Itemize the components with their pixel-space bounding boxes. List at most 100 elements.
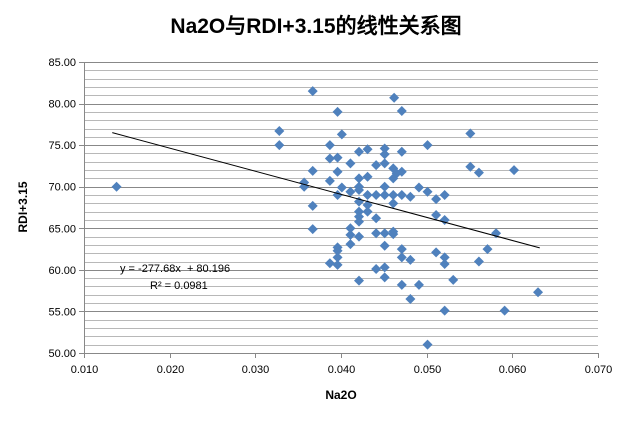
data-point <box>533 287 544 298</box>
data-point <box>345 186 356 197</box>
data-point <box>307 200 318 211</box>
data-point <box>431 209 442 220</box>
data-point <box>307 224 318 235</box>
x-tick-label: 0.010 <box>71 364 99 376</box>
data-point <box>405 254 416 265</box>
data-point <box>465 128 476 139</box>
data-point <box>324 258 335 269</box>
data-point <box>353 216 364 227</box>
y-tick-label: 50.00 <box>48 348 76 360</box>
x-axis-label: Na2O <box>325 388 356 402</box>
data-point <box>473 256 484 267</box>
data-point <box>422 339 433 350</box>
data-point <box>499 305 510 316</box>
data-point <box>379 262 390 273</box>
data-point <box>379 240 390 251</box>
data-point <box>379 158 390 169</box>
x-tick-labels: 0.010 0.020 0.030 0.040 0.050 0.060 0.070 <box>71 364 613 376</box>
data-point <box>362 144 373 155</box>
y-tick-labels: 50.00 55.00 60.00 65.00 70.00 75.00 80.00 85.00 <box>48 57 76 360</box>
data-point <box>405 293 416 304</box>
data-point <box>307 165 318 176</box>
data-point <box>345 229 356 240</box>
data-point <box>422 140 433 151</box>
data-point <box>353 231 364 242</box>
data-points <box>111 86 544 350</box>
data-point <box>111 181 122 192</box>
y-axis-label: RDI+3.15 <box>16 181 30 232</box>
x-tick-label: 0.050 <box>414 364 442 376</box>
data-point <box>413 279 424 290</box>
data-point <box>371 160 382 171</box>
chart-title: Na2O与RDI+3.15的线性关系图 <box>170 14 461 38</box>
data-point <box>439 305 450 316</box>
x-tick-label: 0.040 <box>328 364 356 376</box>
data-point <box>396 244 407 255</box>
data-point <box>371 228 382 239</box>
data-point <box>362 190 373 201</box>
y-tick-label: 80.00 <box>48 99 76 111</box>
data-point <box>389 92 400 103</box>
axes <box>79 62 599 358</box>
y-tick-label: 55.00 <box>48 306 76 318</box>
data-point <box>379 143 390 154</box>
data-point <box>396 146 407 157</box>
data-point <box>345 223 356 234</box>
data-point <box>388 173 399 184</box>
data-point <box>362 206 373 217</box>
x-tick-label: 0.020 <box>157 364 185 376</box>
data-point <box>332 252 343 263</box>
gridlines <box>84 62 598 354</box>
data-point <box>422 186 433 197</box>
data-point <box>274 126 285 137</box>
y-tick-label: 70.00 <box>48 182 76 194</box>
trendline-equation: y = -277.68x + 80.196 <box>120 263 230 275</box>
data-point <box>473 167 484 178</box>
x-tick-label: 0.070 <box>585 364 613 376</box>
data-point <box>332 106 343 117</box>
y-tick-label: 65.00 <box>48 223 76 235</box>
data-point <box>353 196 364 207</box>
data-point <box>405 191 416 202</box>
data-point <box>324 153 335 164</box>
data-point <box>396 252 407 263</box>
data-point <box>379 228 390 239</box>
data-point <box>388 229 399 240</box>
data-point <box>439 252 450 263</box>
data-point <box>388 190 399 201</box>
y-tick-label: 60.00 <box>48 265 76 277</box>
r-squared-label: R² = 0.0981 <box>150 280 208 292</box>
data-point <box>396 106 407 117</box>
data-point <box>371 190 382 201</box>
data-point <box>353 185 364 196</box>
data-point <box>371 213 382 224</box>
data-point <box>379 149 390 160</box>
data-point <box>336 129 347 140</box>
data-point <box>439 190 450 201</box>
data-point <box>439 259 450 270</box>
data-point <box>332 166 343 177</box>
data-point <box>353 173 364 184</box>
data-point <box>379 272 390 283</box>
data-point <box>448 274 459 285</box>
data-point <box>413 182 424 193</box>
data-point <box>324 140 335 151</box>
data-point <box>396 190 407 201</box>
data-point <box>345 239 356 250</box>
data-point <box>336 182 347 193</box>
data-point <box>509 165 520 176</box>
x-tick-label: 0.060 <box>499 364 527 376</box>
data-point <box>379 181 390 192</box>
x-tick-label: 0.030 <box>242 364 270 376</box>
data-point <box>465 161 476 172</box>
data-point <box>379 190 390 201</box>
data-point <box>353 275 364 286</box>
data-point <box>345 158 356 169</box>
data-point <box>371 264 382 275</box>
data-point <box>396 279 407 290</box>
y-tick-label: 85.00 <box>48 57 76 69</box>
data-point <box>299 181 310 192</box>
data-point <box>274 140 285 151</box>
data-point <box>332 245 343 256</box>
